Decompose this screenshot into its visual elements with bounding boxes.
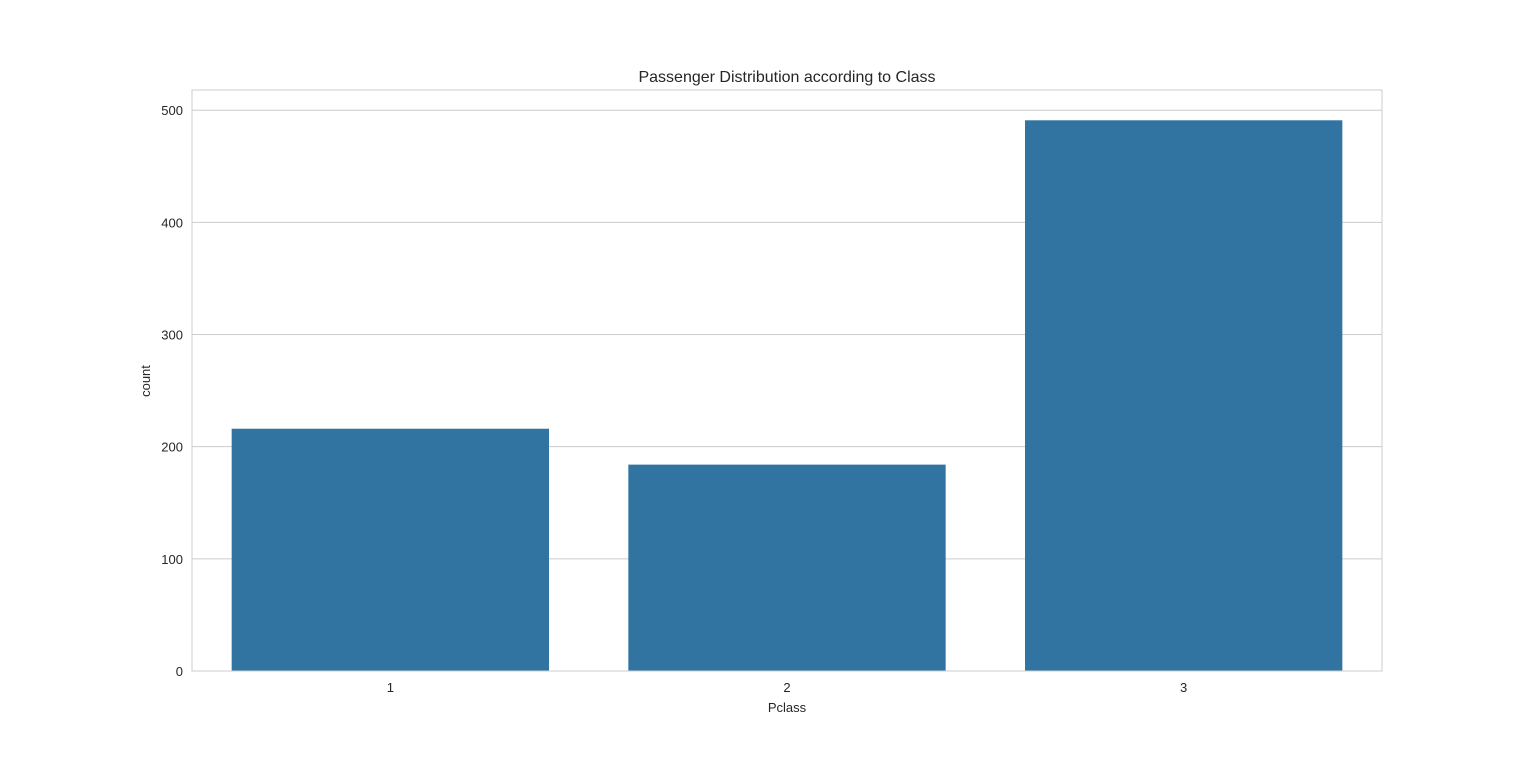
y-tick-label: 100 [161, 552, 183, 567]
plot-frame [191, 89, 1383, 672]
x-tick-label: 2 [783, 680, 790, 695]
y-axis-label: count [138, 365, 153, 397]
bar-pclass-3 [1025, 120, 1343, 671]
y-tick-label: 400 [161, 215, 183, 230]
y-tick-label: 300 [161, 328, 183, 343]
y-tick-label: 500 [161, 103, 183, 118]
x-axis-label: Pclass [768, 700, 807, 715]
y-tick-label: 0 [176, 664, 183, 679]
y-axis-ticks: 0 100 200 300 400 500 [161, 103, 183, 679]
x-tick-label: 1 [387, 680, 394, 695]
bars [231, 120, 1343, 671]
y-tick-label: 200 [161, 440, 183, 455]
bar-pclass-2 [628, 464, 946, 671]
x-axis-ticks: 1 2 3 [387, 680, 1188, 695]
x-tick-label: 3 [1180, 680, 1187, 695]
bar-pclass-1 [231, 428, 549, 671]
chart-title: Passenger Distribution according to Clas… [638, 69, 935, 86]
